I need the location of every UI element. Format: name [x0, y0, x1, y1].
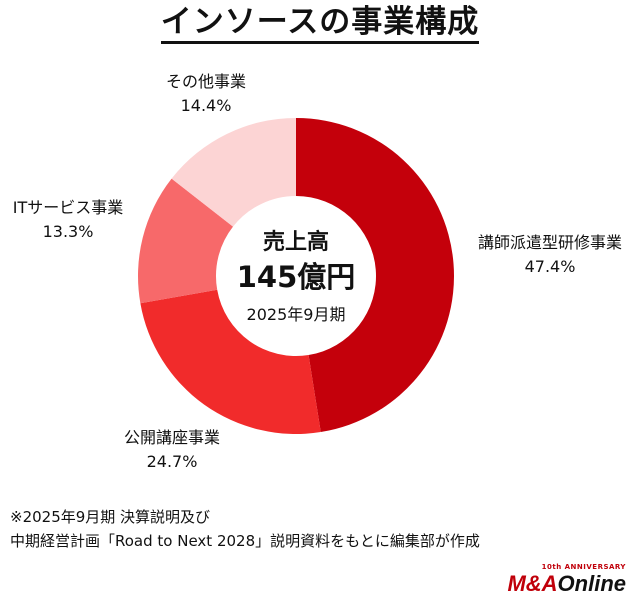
logo-online: Online [557, 571, 626, 596]
donut-slices [138, 118, 455, 434]
slice-label-value-2: 24.7% [147, 452, 198, 471]
logo-ma: M&A [507, 571, 558, 596]
slice-label-name-4: その他事業 [166, 72, 246, 91]
center-label-period: 2025年9月期 [247, 305, 346, 324]
logo-anniversary-text: 10th ANNIVERSARY [541, 563, 626, 571]
donut-slice-1 [296, 118, 455, 433]
slice-label-value-4: 14.4% [181, 96, 232, 115]
chart-title: インソースの事業構成 [0, 2, 640, 44]
brand-logo: 10th ANNIVERSARY M&AOnline [507, 563, 626, 596]
slice-label-value-3: 13.3% [43, 222, 94, 241]
source-note-line1: ※2025年9月期 決算説明及び [10, 508, 211, 526]
source-note-line2: 中期経営計画「Road to Next 2028」説明資料をもとに編集部が作成 [10, 532, 480, 550]
donut-slice-2 [140, 289, 321, 434]
center-label-amount: 145億円 [237, 260, 356, 294]
center-label-sales: 売上高 [263, 229, 329, 255]
donut-chart: 講師派遣型研修事業 47.4% 公開講座事業 24.7% ITサービス事業 13.3% その… [13, 72, 622, 471]
slice-label-name-3: ITサービス事業 [13, 198, 124, 217]
donut-slice-4 [171, 118, 296, 227]
donut-slice-3 [138, 178, 234, 304]
slice-label-name-1: 講師派遣型研修事業 [478, 233, 622, 252]
chart-title-text: インソースの事業構成 [160, 4, 480, 44]
slice-labels: 講師派遣型研修事業 47.4% 公開講座事業 24.7% ITサービス事業 13.3% その… [13, 72, 622, 471]
slice-label-value-1: 47.4% [525, 257, 576, 276]
slice-label-name-2: 公開講座事業 [124, 428, 220, 447]
logo-wordmark: M&AOnline [507, 572, 626, 596]
